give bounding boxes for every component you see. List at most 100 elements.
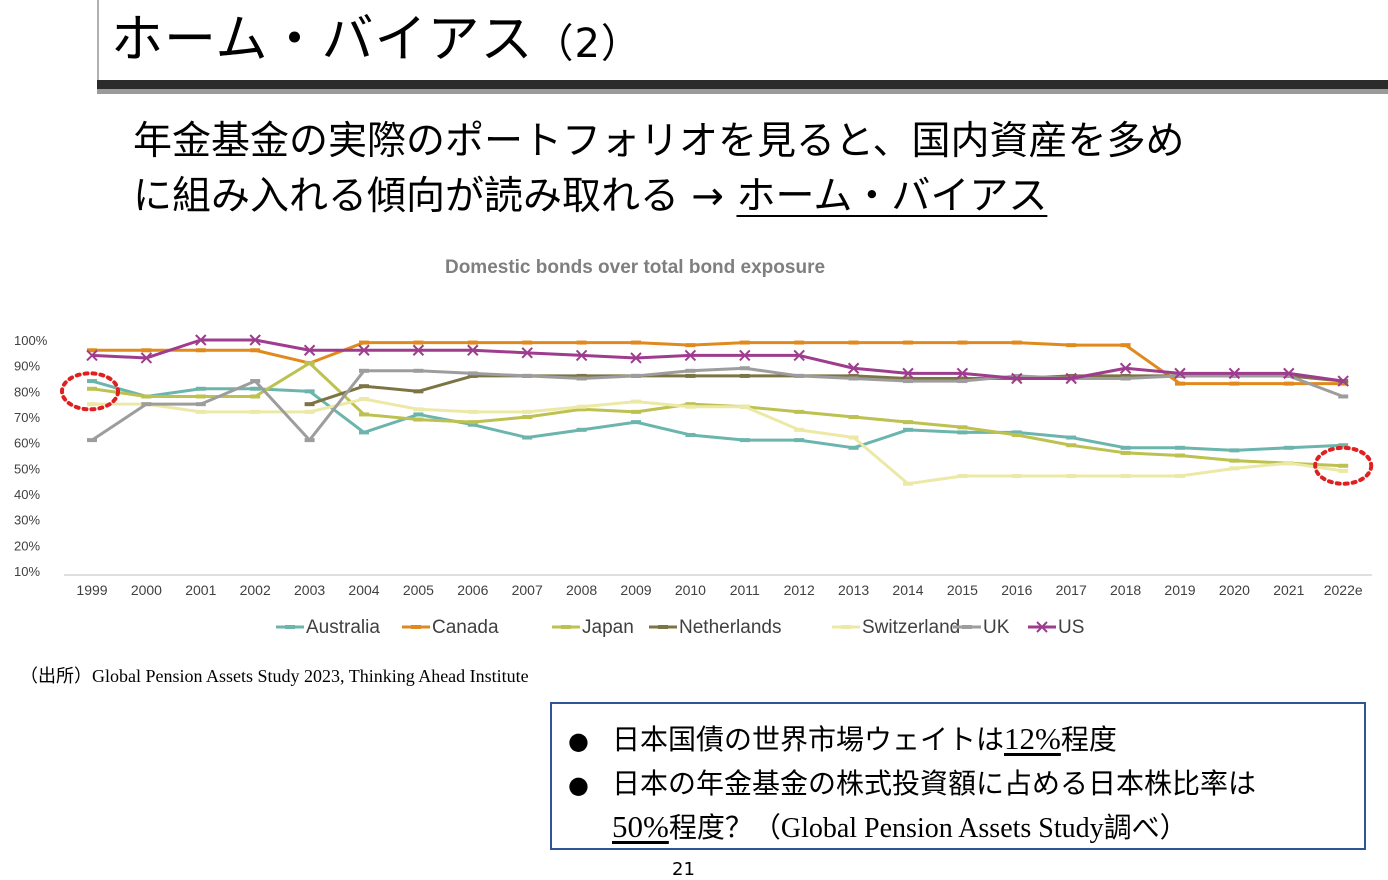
data-point [521, 347, 533, 359]
data-point [1120, 376, 1131, 381]
x-tick-label: 2002 [240, 582, 271, 598]
data-point [250, 394, 261, 399]
data-point [467, 344, 479, 356]
data-point [413, 368, 424, 373]
data-point [141, 394, 152, 399]
data-point [359, 430, 369, 435]
series-line [91, 366, 1344, 442]
legend-item-switzerland: Switzerland [832, 617, 960, 638]
y-axis-ticks: 10% 20% 30% 40% 50% 60% 70% 80% 90% 100% [14, 333, 48, 579]
x-tick-label: 2006 [457, 582, 488, 598]
data-point [631, 399, 641, 404]
data-point [359, 412, 369, 417]
data-point [522, 373, 533, 378]
lead-line-2-text: に組み入れる傾向が読み取れる → [133, 174, 737, 219]
y-tick-label: 20% [14, 538, 40, 553]
data-point [1011, 373, 1022, 378]
legend-marker [841, 625, 851, 629]
data-point [848, 340, 859, 345]
x-tick-label: 2008 [566, 582, 597, 598]
data-point [794, 427, 805, 432]
series-line [309, 374, 1344, 406]
chart-title: Domestic bonds over total bond exposure [445, 257, 825, 278]
data-point [903, 376, 913, 381]
series-line [92, 397, 1344, 486]
data-point [522, 409, 533, 414]
note-item-1: ● 日本国債の世界市場ウェイトは12%程度 [568, 718, 1117, 758]
note-item-2-continued: 50%程度？（Global Pension Assets Study調べ） [612, 806, 1188, 846]
lead-line-2: に組み入れる傾向が読み取れる → ホーム・バイアス [133, 169, 1353, 224]
data-point [467, 420, 478, 425]
data-point [467, 373, 478, 378]
legend-label: US [1058, 617, 1084, 638]
data-point [685, 343, 696, 348]
x-tick-label: 2018 [1110, 582, 1141, 598]
data-point [413, 340, 424, 345]
data-point [249, 334, 261, 346]
slide-title-paren: （2） [533, 21, 642, 67]
data-point [1011, 430, 1022, 435]
data-point [957, 379, 968, 384]
y-tick-label: 70% [14, 410, 40, 425]
data-point [794, 409, 805, 414]
data-point [739, 349, 751, 362]
data-point [87, 386, 97, 391]
data-point [87, 438, 97, 443]
x-tick-label: 2021 [1273, 582, 1304, 598]
chart-legend: Australia Canada Japan Netherlands Switzerla… [276, 617, 1084, 638]
data-point [358, 344, 370, 356]
data-point [1119, 362, 1132, 374]
series-line [92, 341, 1344, 386]
note-1-number: 12% [1004, 721, 1061, 756]
data-point [467, 371, 478, 376]
legend-label: Netherlands [679, 617, 781, 638]
data-point [685, 368, 696, 373]
legend-label: Canada [432, 617, 499, 638]
lead-emphasis: ホーム・バイアス [736, 174, 1048, 219]
lead-text: 年金基金の実際のポートフォリオを見ると、国内資産を多め に組み入れる傾向が読み取… [133, 114, 1353, 224]
data-point [1228, 367, 1241, 380]
data-point [1338, 463, 1349, 468]
data-point [903, 340, 913, 345]
data-point [1337, 375, 1349, 387]
x-tick-label: 2000 [131, 582, 162, 598]
data-point [87, 402, 97, 407]
data-point [576, 404, 587, 409]
x-tick-label: 2013 [838, 582, 869, 598]
data-point [1066, 443, 1077, 448]
data-point [1175, 381, 1185, 386]
x-tick-label: 2009 [620, 582, 651, 598]
data-point [195, 394, 206, 399]
data-point [1338, 468, 1349, 473]
data-point [1011, 432, 1022, 437]
x-tick-label: 2020 [1219, 582, 1250, 598]
note-box: ● 日本国債の世界市場ウェイトは12%程度 ● 日本の年金基金の株式投資額に占める日… [550, 702, 1366, 850]
data-point [1011, 372, 1023, 385]
data-point [1229, 466, 1240, 471]
data-point [1120, 373, 1131, 378]
data-point [848, 435, 859, 440]
data-point [739, 340, 750, 345]
series-uk [87, 366, 1349, 443]
title-underline-shadow [97, 89, 1388, 94]
data-point [1065, 372, 1077, 385]
data-point [1229, 448, 1240, 453]
x-tick-label: 2003 [294, 582, 325, 598]
data-point [522, 340, 533, 345]
data-point [195, 334, 207, 346]
data-point [576, 427, 587, 432]
y-tick-label: 60% [14, 436, 40, 451]
data-point [1066, 373, 1077, 378]
data-point [304, 438, 315, 443]
data-point [467, 422, 478, 427]
data-point [141, 348, 152, 353]
data-point [359, 340, 369, 345]
y-tick-label: 80% [14, 384, 40, 399]
note-2-number: 50% [612, 809, 669, 844]
data-point [848, 373, 859, 378]
data-point [1283, 373, 1294, 378]
data-point [957, 376, 968, 381]
data-point [1120, 450, 1131, 455]
series-netherlands [304, 373, 1349, 407]
data-point [685, 402, 696, 407]
